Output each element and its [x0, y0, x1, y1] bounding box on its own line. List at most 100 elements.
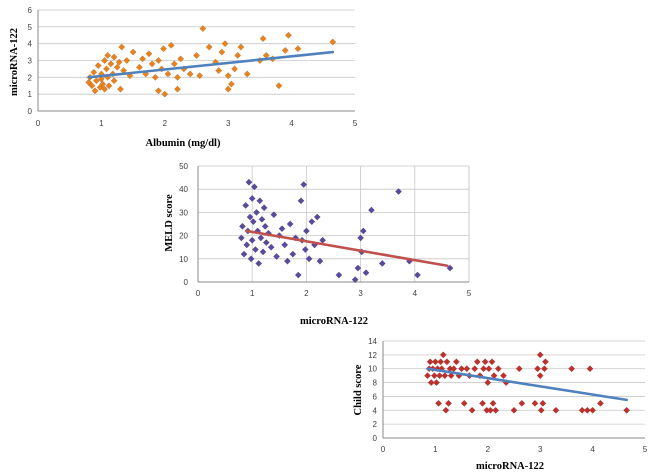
y-tick-label: 0: [184, 278, 189, 287]
data-point: [458, 365, 466, 373]
data-point: [354, 264, 362, 272]
data-point: [193, 51, 200, 59]
data-point: [439, 351, 447, 359]
data-point: [238, 222, 246, 230]
x-tick-label: 2: [486, 445, 491, 454]
data-point: [151, 73, 159, 81]
data-point: [463, 365, 471, 373]
data-point: [129, 48, 137, 56]
data-point: [541, 358, 549, 366]
data-point: [515, 365, 523, 373]
x-tick-label: 2: [163, 119, 168, 128]
data-point: [586, 365, 594, 373]
data-point: [294, 45, 302, 53]
data-point: [154, 57, 162, 64]
trendline: [87, 50, 335, 79]
data-point: [534, 365, 542, 373]
y-tick-label: 30: [179, 208, 188, 217]
data-point: [479, 399, 487, 407]
data-point: [292, 234, 300, 242]
chart-2: 0 10 20 30 40 50 0 1 2 3 4 5 microRNA-122 MELD score: [164, 162, 472, 327]
y-tick-label: 0: [373, 434, 378, 443]
data-point: [139, 55, 147, 63]
y-tick-label: 8: [373, 379, 378, 388]
data-point: [243, 241, 251, 249]
data-point: [297, 197, 305, 205]
data-point: [215, 67, 223, 75]
data-point: [110, 53, 118, 61]
data-point: [436, 372, 444, 380]
y-tick-label: 2: [28, 73, 33, 82]
data-point: [173, 73, 181, 81]
data-point: [118, 43, 126, 51]
data-point: [283, 257, 291, 265]
y-tick-label: 10: [368, 365, 377, 374]
data-point: [305, 255, 313, 263]
data-point: [445, 399, 452, 407]
data-point: [123, 57, 131, 64]
data-point: [135, 63, 143, 71]
data-point: [430, 372, 438, 380]
data-point: [255, 259, 263, 267]
data-point: [262, 239, 270, 247]
x-tick-label: 4: [289, 119, 294, 128]
x-tick-label: 0: [196, 289, 201, 298]
data-point: [94, 62, 102, 70]
data-point: [302, 227, 310, 235]
data-point: [261, 222, 269, 230]
data-point: [485, 365, 493, 373]
data-point: [443, 358, 451, 366]
data-point: [245, 178, 253, 186]
data-point: [578, 406, 586, 414]
data-point: [510, 406, 518, 414]
data-point: [257, 234, 265, 242]
data-point: [218, 48, 226, 56]
data-point: [447, 372, 455, 380]
data-point: [247, 255, 255, 263]
data-point: [246, 213, 254, 221]
data-point: [335, 271, 343, 279]
data-point: [351, 276, 359, 284]
x-axis-title: microRNA-122: [300, 316, 368, 327]
data-point: [316, 257, 324, 265]
data-point: [537, 406, 545, 414]
data-point: [492, 406, 500, 414]
data-point: [264, 229, 272, 237]
x-tick-label: 3: [538, 445, 543, 454]
data-point: [359, 227, 367, 235]
y-tick-label: 6: [373, 392, 378, 401]
data-point: [486, 406, 494, 414]
data-point: [536, 351, 544, 359]
data-point: [284, 31, 292, 39]
data-point: [164, 70, 172, 78]
data-point: [256, 197, 264, 205]
data-point: [278, 225, 286, 233]
data-point: [259, 35, 267, 43]
y-tick-label: 20: [179, 232, 188, 241]
x-tick-label: 2: [304, 289, 309, 298]
data-point: [90, 68, 98, 76]
data-point: [116, 85, 124, 93]
x-tick-label: 4: [413, 289, 418, 298]
data-point: [540, 365, 548, 373]
data-point: [273, 252, 281, 260]
data-point: [518, 399, 526, 407]
x-axis-title: Albumin (mg/dl): [146, 138, 221, 149]
data-point: [170, 60, 178, 68]
data-point: [435, 399, 443, 407]
data-point: [253, 208, 261, 216]
y-tick-label: 1: [28, 90, 33, 99]
data-point: [281, 46, 289, 54]
data-point: [267, 243, 275, 251]
data-point: [432, 379, 440, 387]
data-point: [468, 406, 476, 414]
data-point: [250, 183, 258, 191]
data-point: [231, 65, 239, 73]
x-tick-label: 5: [467, 289, 472, 298]
data-point: [115, 58, 123, 66]
data-point: [494, 365, 502, 373]
data-point: [199, 25, 207, 32]
data-point: [362, 269, 370, 277]
data-point: [437, 358, 445, 366]
